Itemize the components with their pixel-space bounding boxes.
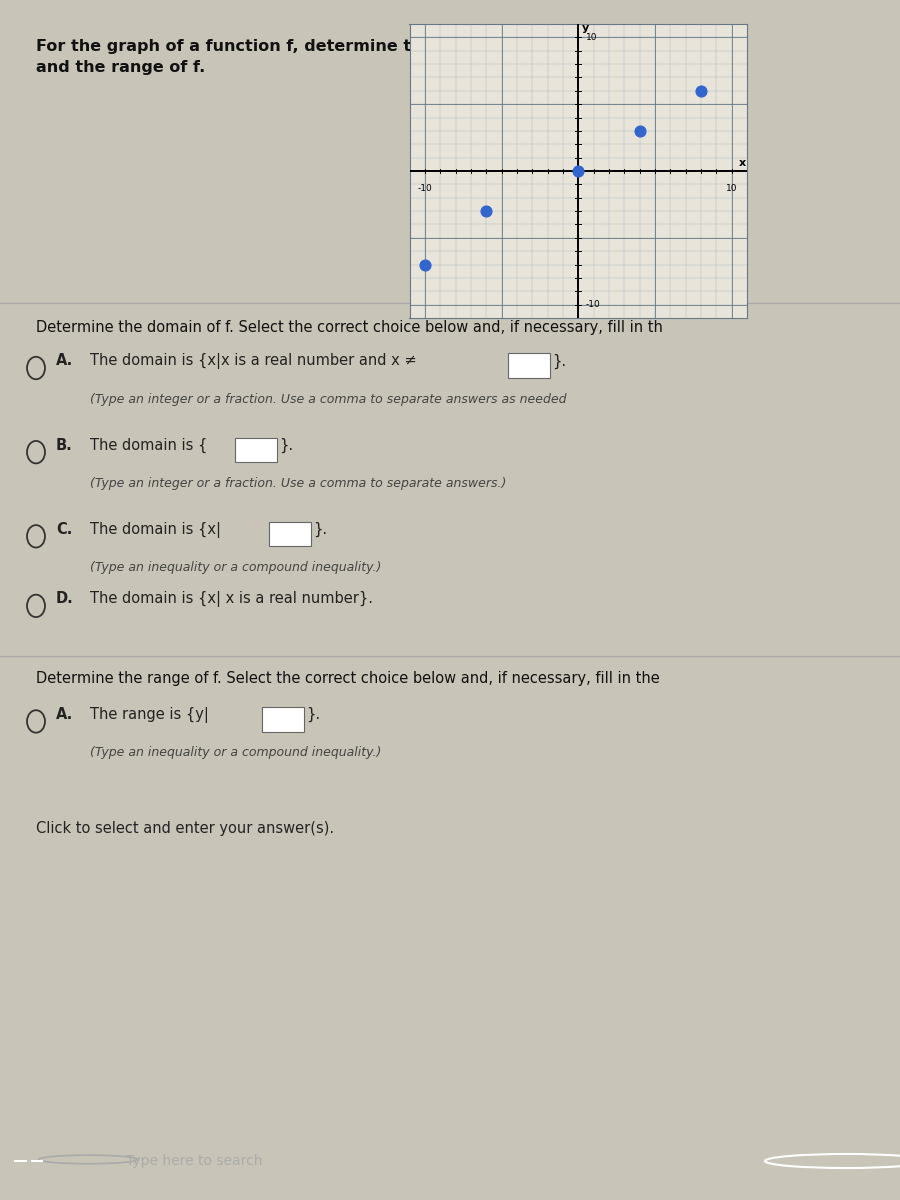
FancyBboxPatch shape	[262, 707, 304, 732]
Text: The domain is {x| x is a real number}.: The domain is {x| x is a real number}.	[90, 592, 373, 607]
Text: -10: -10	[586, 300, 600, 310]
Point	[418, 254, 432, 274]
Text: Determine the domain of f. Select the correct choice below and, if necessary, fi: Determine the domain of f. Select the co…	[36, 319, 663, 335]
Text: A.: A.	[56, 707, 73, 722]
Text: A.: A.	[56, 354, 73, 368]
FancyBboxPatch shape	[508, 354, 550, 378]
Text: Determine the range of f. Select the correct choice below and, if necessary, fil: Determine the range of f. Select the cor…	[36, 671, 660, 686]
Text: Type here to search: Type here to search	[126, 1154, 263, 1168]
Text: The domain is {x|: The domain is {x|	[90, 522, 221, 538]
Text: B.: B.	[56, 438, 73, 452]
Text: x: x	[739, 158, 746, 168]
Text: Click to select and enter your answer(s).: Click to select and enter your answer(s)…	[36, 821, 334, 836]
Text: }.: }.	[313, 522, 328, 536]
Point	[571, 161, 585, 180]
Text: The domain is {: The domain is {	[90, 438, 207, 452]
Text: For the graph of a function f, determine the domain
and the range of f.: For the graph of a function f, determine…	[36, 40, 506, 76]
Text: (Type an integer or a fraction. Use a comma to separate answers as needed: (Type an integer or a fraction. Use a co…	[90, 392, 566, 406]
Text: }.: }.	[279, 438, 293, 452]
Point	[479, 202, 493, 221]
Text: 10: 10	[586, 32, 598, 42]
Text: (Type an integer or a fraction. Use a comma to separate answers.): (Type an integer or a fraction. Use a co…	[90, 476, 507, 490]
FancyBboxPatch shape	[269, 522, 311, 546]
Text: D.: D.	[56, 592, 74, 606]
Point	[694, 82, 708, 101]
Text: (Type an inequality or a compound inequality.): (Type an inequality or a compound inequa…	[90, 746, 382, 760]
Text: C.: C.	[56, 522, 72, 536]
Text: -10: -10	[418, 185, 432, 193]
Text: 10: 10	[726, 185, 737, 193]
FancyBboxPatch shape	[235, 438, 277, 462]
Text: }.: }.	[552, 354, 566, 368]
Text: (Type an inequality or a compound inequality.): (Type an inequality or a compound inequa…	[90, 560, 382, 574]
Point	[633, 121, 647, 140]
Text: }.: }.	[306, 707, 320, 722]
Text: y: y	[582, 23, 590, 34]
Text: The range is {y|: The range is {y|	[90, 707, 209, 722]
Text: The domain is {x|x is a real number and x ≠: The domain is {x|x is a real number and …	[90, 354, 417, 370]
